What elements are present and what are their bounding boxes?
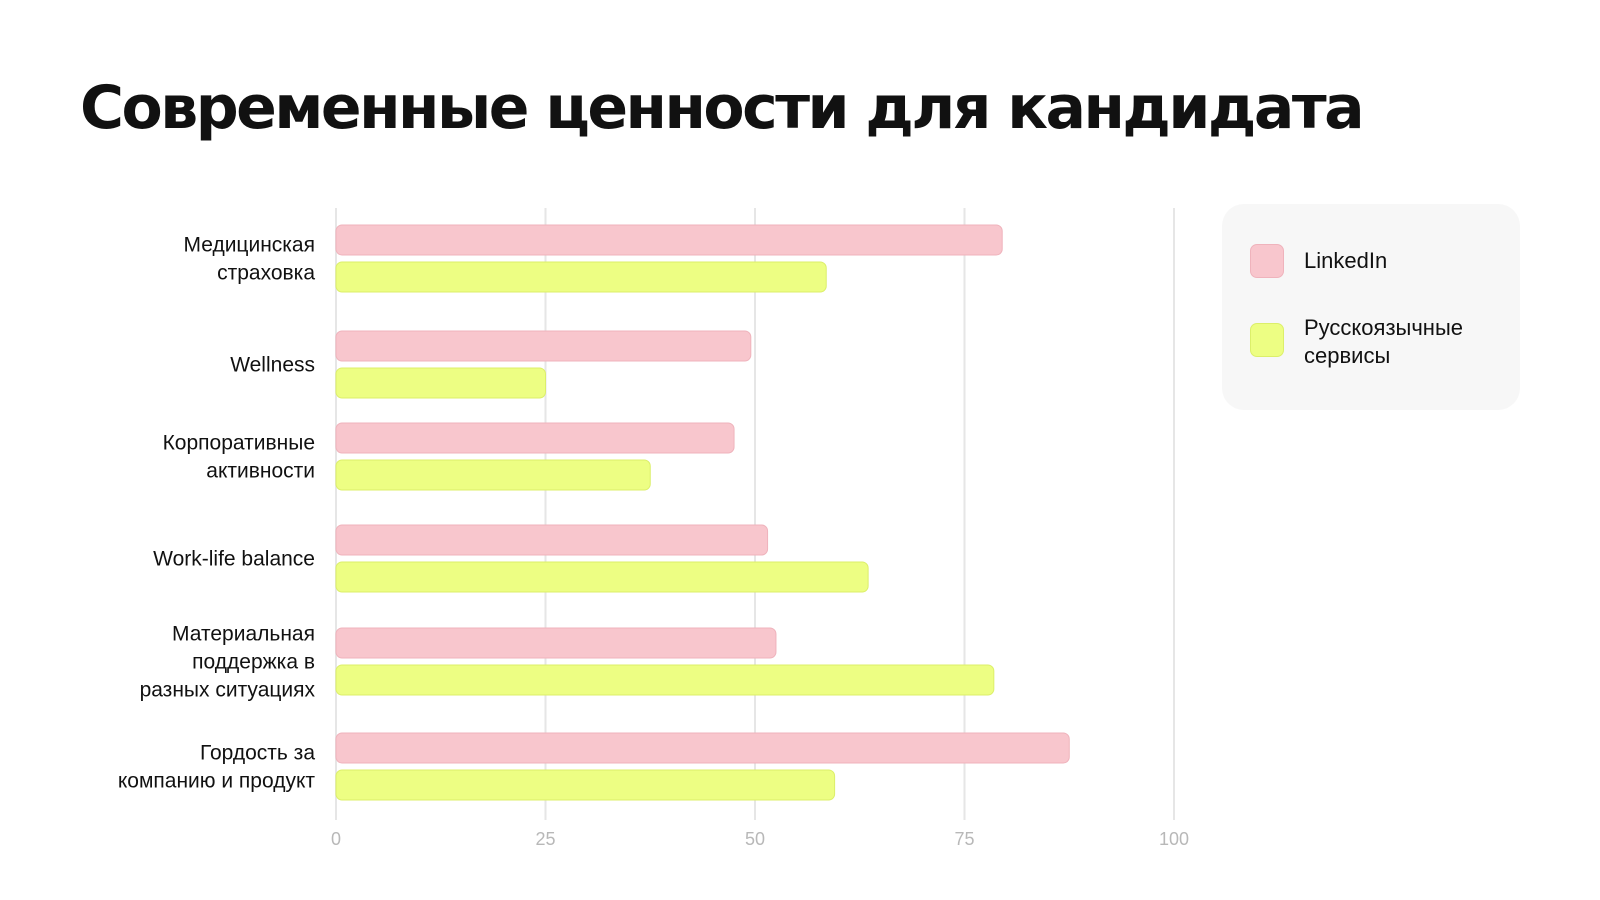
bar-ru: [335, 261, 827, 293]
category-label: Work-life balance: [153, 548, 315, 571]
bar-linkedin: [335, 422, 735, 454]
bar-ru: [335, 561, 869, 593]
category-label: Медицинская страховка: [184, 234, 316, 285]
category-label: Wellness: [230, 354, 315, 377]
bar-ru: [335, 769, 836, 801]
page-title: Современные ценности для кандидата: [80, 73, 1365, 143]
x-tick-label: 50: [745, 829, 765, 849]
bar-ru: [335, 664, 995, 696]
bar-linkedin: [335, 627, 777, 659]
legend-item-ru: Русскоязычные сервисы: [1250, 314, 1494, 370]
bar-linkedin: [335, 224, 1003, 256]
category-labels: Медицинская страховка Wellness Корпоративны…: [118, 234, 316, 793]
category-label: Материальная поддержка в разных ситуациях: [140, 623, 316, 702]
bar-chart: Медицинская страховка Wellness Корпоративны…: [118, 208, 1189, 849]
bar-linkedin: [335, 330, 752, 362]
legend-label-linkedin: LinkedIn: [1304, 248, 1388, 273]
x-tick-label: 75: [954, 829, 974, 849]
grid-lines: [335, 208, 1175, 820]
bar-ru: [335, 367, 546, 399]
bar-linkedin: [335, 732, 1070, 764]
legend-label-ru: Русскоязычные сервисы: [1304, 315, 1464, 368]
category-label: Корпоративные активности: [163, 432, 315, 483]
x-tick-label: 25: [535, 829, 555, 849]
category-label: Гордость за компанию и продукт: [118, 742, 316, 793]
x-tick-label: 100: [1159, 829, 1189, 849]
x-axis-ticks: 0 25 50 75 100: [331, 829, 1189, 849]
legend-item-linkedin: LinkedIn: [1250, 244, 1494, 278]
bars: [335, 224, 1070, 801]
bar-linkedin: [335, 524, 769, 556]
legend-swatch-linkedin: [1250, 244, 1284, 278]
bar-ru: [335, 459, 651, 491]
x-tick-label: 0: [331, 829, 341, 849]
legend-swatch-ru: [1250, 323, 1284, 357]
legend: LinkedIn Русскоязычные сервисы: [1222, 204, 1520, 410]
